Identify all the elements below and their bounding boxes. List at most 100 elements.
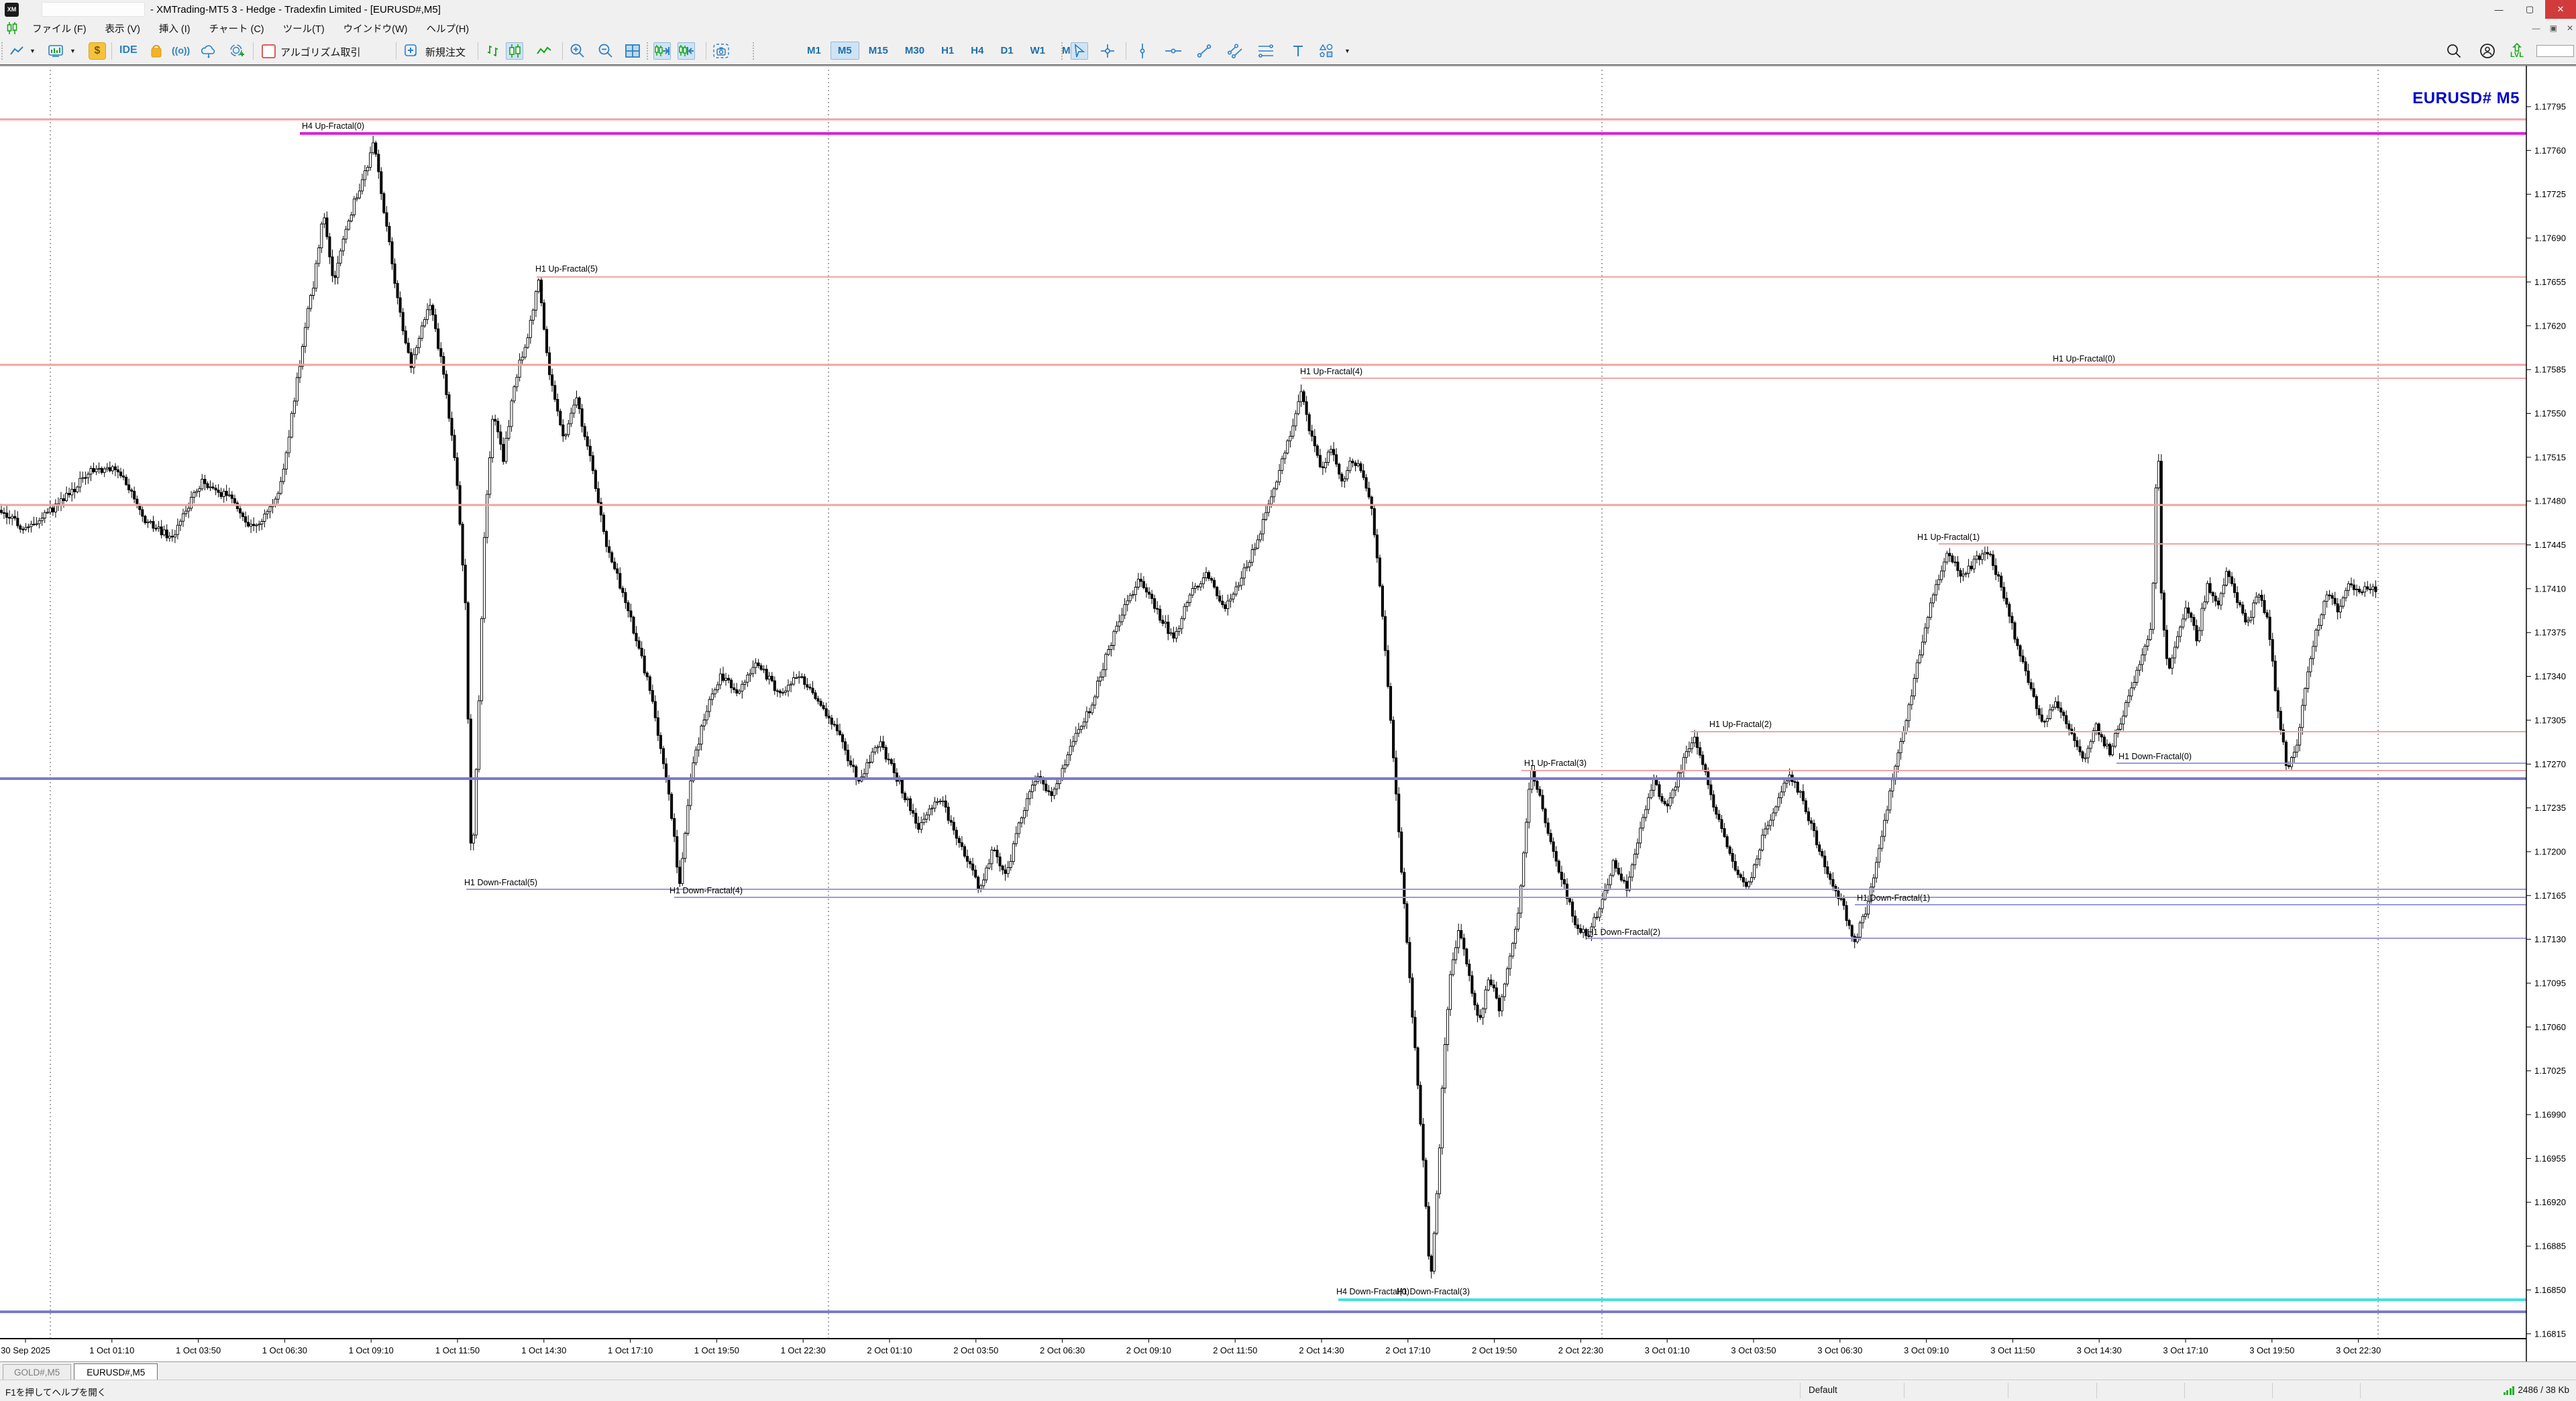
text-tool-icon[interactable] bbox=[1289, 42, 1307, 60]
level-up-icon[interactable]: LVL bbox=[2510, 43, 2524, 59]
cursor-tool-icon[interactable] bbox=[1071, 42, 1088, 60]
minimize-button[interactable]: — bbox=[2494, 4, 2504, 15]
tab-eurusd-m5[interactable]: EURUSD#,M5 bbox=[74, 1363, 158, 1381]
price-chart[interactable]: H4 Up-Fractal(0) H1 Up-Fractal(5) H1 Up-Fr… bbox=[0, 65, 2576, 1362]
time-axis-label: 3 Oct 17:10 bbox=[2163, 1345, 2208, 1355]
user-profile-icon[interactable] bbox=[2479, 42, 2496, 60]
tile-windows-icon[interactable] bbox=[624, 42, 641, 60]
fractal-label: H4 Up-Fractal(0) bbox=[302, 121, 364, 131]
market-watch-icon[interactable]: $ bbox=[89, 42, 106, 60]
menu-insert[interactable]: 挿入 (I) bbox=[158, 23, 191, 35]
time-axis-label: 1 Oct 01:10 bbox=[89, 1345, 134, 1355]
trendline-tool-icon[interactable] bbox=[1195, 42, 1213, 60]
menu-help[interactable]: ヘルプ(H) bbox=[426, 23, 470, 35]
horizontal-line-tool-icon[interactable] bbox=[1165, 42, 1182, 60]
line-chart-type-icon[interactable] bbox=[535, 42, 553, 60]
add-service-icon[interactable] bbox=[228, 42, 246, 60]
tab-gold-m5[interactable]: GOLD#,M5 bbox=[3, 1364, 72, 1380]
chevron-down-icon[interactable]: ▼ bbox=[30, 48, 36, 54]
fibonacci-tool-icon[interactable] bbox=[1257, 42, 1275, 60]
price-axis-label: 1.17515 bbox=[2534, 452, 2566, 462]
fractal-label: H1 Down-Fractal(3) bbox=[1397, 1287, 1470, 1296]
signals-icon[interactable]: ((o)) bbox=[172, 45, 191, 56]
chart-close-icon[interactable]: ✕ bbox=[2566, 23, 2573, 33]
time-axis-label: 2 Oct 06:30 bbox=[1040, 1345, 1085, 1355]
status-profile[interactable]: Default bbox=[1809, 1385, 1837, 1395]
menu-chart[interactable]: チャート (C) bbox=[209, 23, 264, 35]
timeframe-m1[interactable]: M1 bbox=[807, 45, 821, 56]
price-axis-label: 1.17340 bbox=[2534, 671, 2566, 681]
close-button[interactable]: ✕ bbox=[2545, 0, 2576, 19]
timeframe-d1[interactable]: D1 bbox=[1000, 45, 1014, 56]
title-bar: XM - XMTrading-MT5 3 - Hedge - Tradexfin… bbox=[0, 0, 2576, 19]
price-axis-label: 1.17130 bbox=[2534, 934, 2566, 944]
status-bar: F1を押してヘルプを開く Default 2486 / 38 Kb bbox=[0, 1380, 2576, 1401]
maximize-button[interactable]: ▢ bbox=[2525, 4, 2534, 14]
menu-window[interactable]: ウインドウ(W) bbox=[343, 23, 408, 35]
price-axis-label: 1.17760 bbox=[2534, 146, 2566, 156]
time-axis-label: 2 Oct 09:10 bbox=[1126, 1345, 1171, 1355]
window-title: - XMTrading-MT5 3 - Hedge - Tradexfin Li… bbox=[150, 3, 441, 15]
chart-windows-icon[interactable] bbox=[47, 42, 64, 60]
time-axis-label: 1 Oct 17:10 bbox=[608, 1345, 653, 1355]
market-bag-icon[interactable] bbox=[148, 42, 165, 60]
fractal-label: H1 Up-Fractal(0) bbox=[2053, 354, 2115, 363]
chart-restore-icon[interactable]: ▣ bbox=[2549, 23, 2557, 33]
search-icon[interactable] bbox=[2445, 42, 2463, 60]
timeframe-m30[interactable]: M30 bbox=[904, 45, 925, 56]
price-axis-label: 1.17480 bbox=[2534, 496, 2566, 506]
timeframe-m15[interactable]: M15 bbox=[868, 45, 888, 56]
zoom-out-icon[interactable] bbox=[597, 42, 614, 60]
fractal-label: H1 Down-Fractal(1) bbox=[1857, 893, 1930, 903]
price-axis-label: 1.17165 bbox=[2534, 891, 2566, 901]
timeframe-w1[interactable]: W1 bbox=[1030, 45, 1046, 56]
timeframe-m5[interactable]: M5 bbox=[830, 42, 859, 60]
menu-file[interactable]: ファイル (F) bbox=[32, 23, 87, 35]
app-icon: XM bbox=[5, 2, 19, 17]
level-up-label: LVL bbox=[2510, 51, 2524, 59]
cloud-icon[interactable] bbox=[200, 42, 217, 60]
time-axis-label: 1 Oct 14:30 bbox=[521, 1345, 566, 1355]
timeframe-h1[interactable]: H1 bbox=[941, 45, 955, 56]
price-axis-label: 1.17725 bbox=[2534, 189, 2566, 199]
chart-tab-bar: GOLD#,M5 EURUSD#,M5 bbox=[0, 1361, 2576, 1381]
screenshot-camera-icon[interactable] bbox=[712, 42, 730, 60]
fractal-label: H1 Up-Fractal(1) bbox=[1917, 533, 1980, 542]
time-axis-label: 3 Oct 06:30 bbox=[1817, 1345, 1862, 1355]
zoom-in-icon[interactable] bbox=[569, 42, 586, 60]
price-axis-label: 1.17025 bbox=[2534, 1066, 2566, 1076]
crosshair-tool-icon[interactable] bbox=[1099, 42, 1116, 60]
new-order-label[interactable]: 新規注文 bbox=[425, 47, 466, 58]
fractal-label: H1 Up-Fractal(4) bbox=[1300, 367, 1362, 376]
price-axis-label: 1.17585 bbox=[2534, 365, 2566, 375]
timeframe-h4[interactable]: H4 bbox=[971, 45, 984, 56]
time-axis-label: 3 Oct 11:50 bbox=[1990, 1345, 2035, 1355]
vertical-line-tool-icon[interactable] bbox=[1134, 42, 1151, 60]
chevron-down-icon[interactable]: ▼ bbox=[1344, 48, 1350, 54]
chevron-down-icon[interactable]: ▼ bbox=[70, 48, 76, 54]
fractal-label: H1 Up-Fractal(3) bbox=[1524, 759, 1587, 768]
fractal-label: H1 Down-Fractal(0) bbox=[2118, 752, 2192, 761]
channel-tool-icon[interactable] bbox=[1226, 42, 1244, 60]
auto-scroll-icon[interactable] bbox=[653, 42, 671, 60]
time-axis-label: 3 Oct 19:50 bbox=[2249, 1345, 2294, 1355]
shapes-tool-icon[interactable] bbox=[1318, 42, 1335, 60]
candlestick-type-icon[interactable] bbox=[506, 42, 523, 60]
time-axis-label: 3 Oct 01:10 bbox=[1645, 1345, 1690, 1355]
time-axis-label: 2 Oct 22:30 bbox=[1558, 1345, 1603, 1355]
ide-button[interactable]: IDE bbox=[119, 44, 138, 56]
chart-shift-icon[interactable] bbox=[678, 42, 695, 60]
new-order-icon[interactable] bbox=[402, 42, 420, 60]
bar-chart-type-icon[interactable] bbox=[484, 42, 502, 60]
menu-view[interactable]: 表示 (V) bbox=[105, 23, 140, 35]
fractal-label: H1 Up-Fractal(2) bbox=[1709, 720, 1772, 729]
algo-trading-toggle-icon[interactable] bbox=[262, 44, 276, 58]
menu-tools[interactable]: ツール(T) bbox=[282, 23, 325, 35]
time-axis-label: 2 Oct 01:10 bbox=[867, 1345, 912, 1355]
toolbar-handle[interactable] bbox=[1, 42, 5, 60]
chart-profile-icon[interactable] bbox=[8, 42, 25, 60]
candlestick-logo-icon bbox=[5, 21, 19, 35]
chart-minimize-icon[interactable]: — bbox=[2532, 23, 2540, 33]
algo-trading-label[interactable]: アルゴリズム取引 bbox=[280, 47, 361, 58]
time-axis-label: 3 Oct 14:30 bbox=[2077, 1345, 2122, 1355]
